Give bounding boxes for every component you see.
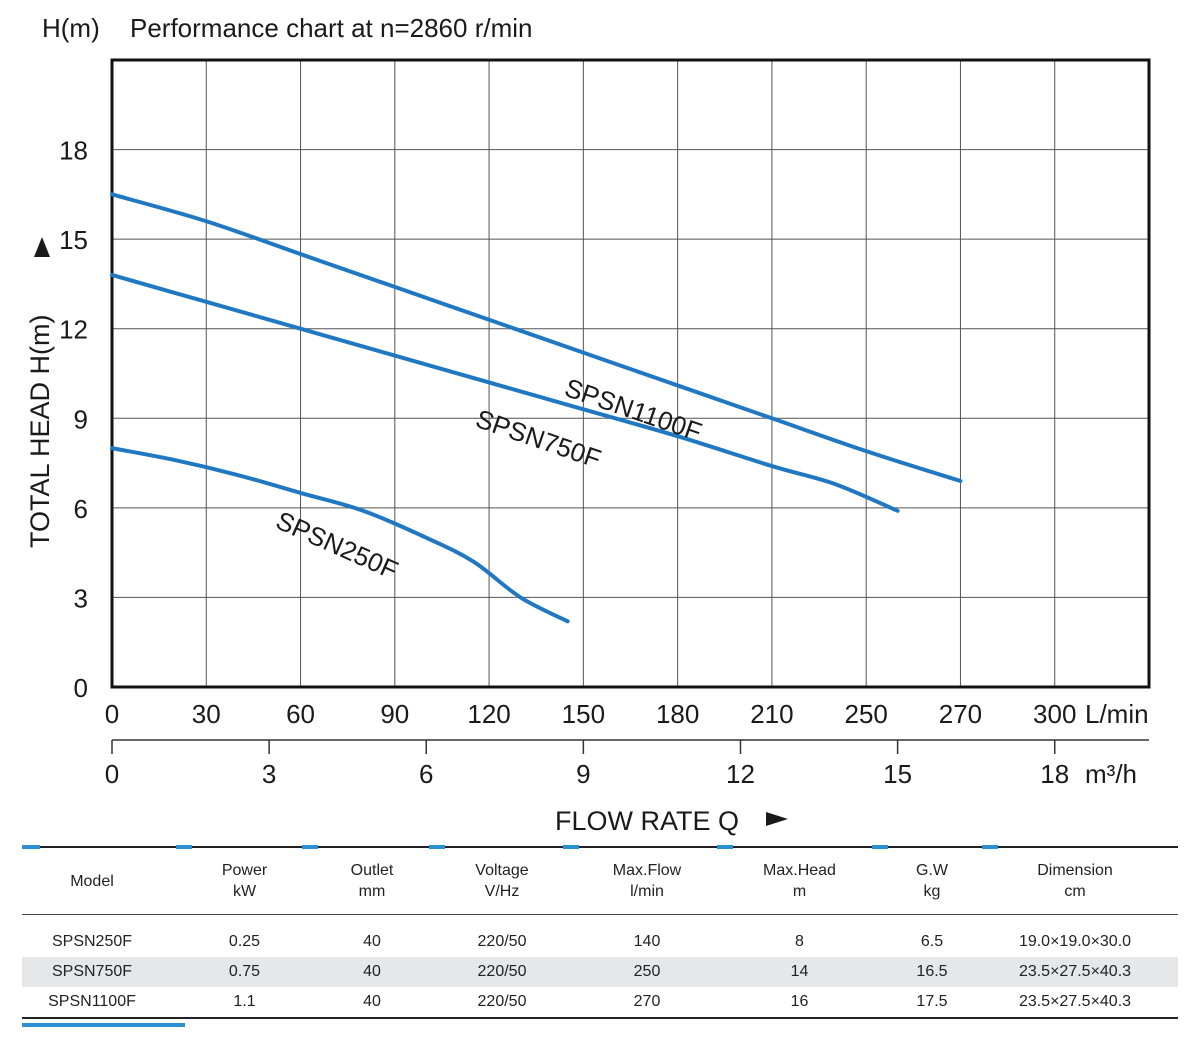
x-tick-label: 120 xyxy=(467,699,510,729)
y-axis-label: TOTAL HEAD H(m) xyxy=(25,314,55,548)
plot-frame xyxy=(110,58,1151,689)
x-tick-label: 60 xyxy=(286,699,315,729)
x-tick-label: 180 xyxy=(656,699,699,729)
x-axis-arrow-icon xyxy=(766,812,788,826)
accent-mark xyxy=(176,845,192,849)
y-tick-label: 6 xyxy=(74,494,88,524)
x2-tick-labels: 0 3 6 9 12 15 18 xyxy=(105,740,1069,789)
cell-model: SPSN1100F xyxy=(22,987,162,1019)
col-dimension: Dimension cm xyxy=(972,846,1178,915)
cell-model: SPSN750F xyxy=(22,957,162,987)
accent-mark xyxy=(22,845,40,849)
x2-tick-label: 9 xyxy=(576,759,590,789)
cell-voltage: 220/50 xyxy=(417,987,587,1019)
performance-chart: H(m) Performance chart at n=2860 r/min 0… xyxy=(25,13,1151,836)
col-power: Power kW xyxy=(162,846,327,915)
x-tick-label: 90 xyxy=(380,699,409,729)
cell-voltage: 220/50 xyxy=(417,957,587,987)
cell-voltage: 220/50 xyxy=(477,933,527,950)
x-tick-labels: 0 30 60 90 120 150 180 210 250 270 300 xyxy=(105,699,1077,729)
cell-max-flow: 140 xyxy=(633,933,661,950)
y-tick-label: 12 xyxy=(59,315,88,345)
cell-outlet: 40 xyxy=(327,987,417,1019)
col-voltage: Voltage V/Hz xyxy=(417,846,587,915)
x-axis-units: L/min xyxy=(1085,699,1149,729)
cell-max-flow: 250 xyxy=(587,957,707,987)
accent-mark xyxy=(302,845,318,849)
y-tick-label: 0 xyxy=(74,673,88,703)
x-tick-label: 210 xyxy=(750,699,793,729)
accent-mark xyxy=(982,845,998,849)
cell-outlet: 40 xyxy=(327,957,417,987)
x-tick-label: 150 xyxy=(562,699,605,729)
series-line-spsn1100f xyxy=(110,192,963,483)
x2-tick-label: 0 xyxy=(105,759,119,789)
cell-gw: 16.5 xyxy=(892,957,972,987)
x-tick-label: 30 xyxy=(192,699,221,729)
cell-max-head: 16 xyxy=(707,987,892,1019)
series-line-spsn250f xyxy=(110,446,570,624)
table-row: SPSN250F 0.25 40 220/50 140 8 6.5 19.0×1… xyxy=(22,927,1178,957)
col-model: Model xyxy=(22,846,162,915)
cell-gw: 17.5 xyxy=(892,987,972,1019)
table-row: SPSN750F 0.75 40 220/50 250 14 16.5 23.5… xyxy=(22,957,1178,987)
x2-tick-label: 12 xyxy=(726,759,755,789)
accent-mark xyxy=(872,845,888,849)
chart-grid xyxy=(112,60,1149,687)
spec-table: Model Power kW Outlet mm Voltage V/Hz Max.F… xyxy=(22,846,1178,1019)
col-max-flow: Max.Flow l/min xyxy=(587,846,707,915)
cell-dimension: 19.0×19.0×30.0 xyxy=(1018,933,1132,950)
spec-table-header: Model Power kW Outlet mm Voltage V/Hz Max.F… xyxy=(22,846,1178,915)
chart-title: Performance chart at n=2860 r/min xyxy=(130,13,532,43)
accent-mark-bottom xyxy=(22,1023,185,1027)
y-tick-label: 15 xyxy=(59,225,88,255)
series-label-spsn750f: SPSN750F xyxy=(472,403,605,474)
y-tick-labels: 0 3 6 9 12 15 18 xyxy=(59,136,88,703)
table-row: SPSN1100F 1.1 40 220/50 270 16 17.5 23.5… xyxy=(22,987,1178,1019)
accent-mark xyxy=(563,845,579,849)
x-tick-label: 0 xyxy=(105,699,119,729)
col-max-head: Max.Head m xyxy=(707,846,892,915)
cell-max-head: 8 xyxy=(795,933,804,950)
accent-mark xyxy=(717,845,733,849)
x2-tick-label: 18 xyxy=(1040,759,1069,789)
cell-dimension: 23.5×27.5×40.3 xyxy=(972,957,1178,987)
h-unit-label: H(m) xyxy=(42,13,100,43)
x-tick-label: 270 xyxy=(939,699,982,729)
cell-power: 1.1 xyxy=(162,987,327,1019)
cell-max-head: 14 xyxy=(707,957,892,987)
x2-tick-label: 15 xyxy=(883,759,912,789)
cell-dimension: 23.5×27.5×40.3 xyxy=(972,987,1178,1019)
cell-gw: 6.5 xyxy=(920,933,944,950)
series-line-spsn750f xyxy=(110,272,900,513)
col-gw: G.W kg xyxy=(892,846,972,915)
cell-max-flow: 270 xyxy=(587,987,707,1019)
x2-axis-units: m³/h xyxy=(1085,759,1137,789)
x-tick-label: 300 xyxy=(1033,699,1076,729)
x2-tick-label: 6 xyxy=(419,759,433,789)
x2-tick-label: 3 xyxy=(262,759,276,789)
cell-power: 0.75 xyxy=(162,957,327,987)
cell-model: SPSN250F xyxy=(51,933,133,950)
cell-outlet: 40 xyxy=(363,933,381,950)
x-axis-label: FLOW RATE Q xyxy=(555,806,739,836)
accent-mark xyxy=(429,845,445,849)
y-tick-label: 18 xyxy=(59,136,88,166)
y-tick-label: 3 xyxy=(74,583,88,613)
col-outlet: Outlet mm xyxy=(327,846,417,915)
y-axis-arrow-icon xyxy=(34,237,50,257)
cell-power: 0.25 xyxy=(228,933,261,950)
series-lines xyxy=(110,192,963,624)
y-tick-label: 9 xyxy=(74,404,88,434)
x-tick-label: 250 xyxy=(844,699,887,729)
